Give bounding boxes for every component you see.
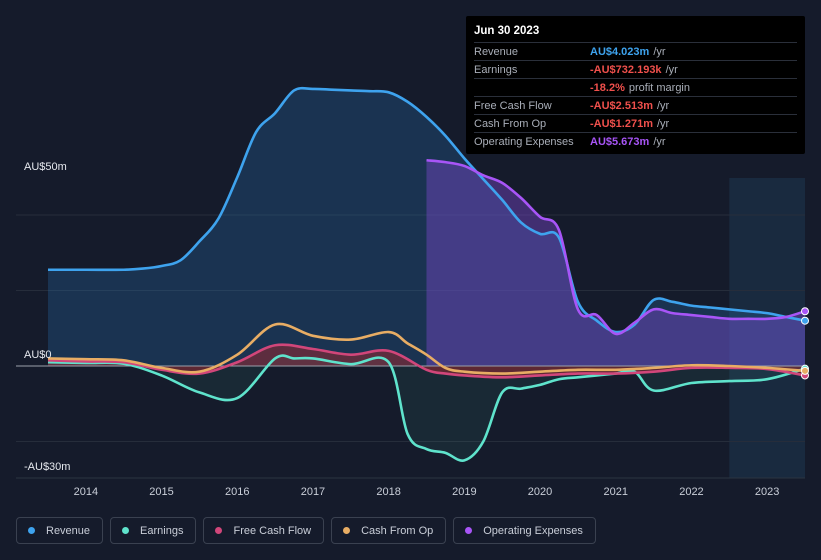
legend-dot-icon — [215, 527, 223, 534]
legend-dot-icon — [28, 527, 35, 534]
tooltip-row-value: -AU$1.271m — [590, 117, 653, 130]
free-cash-flow-line — [47, 343, 806, 379]
tooltip-panel: Jun 30 2023 Revenue AU$4.023m/yr Earnings -… — [466, 16, 805, 154]
tooltip-row-label: Earnings — [474, 63, 518, 76]
x-tick-label: 2015 — [149, 486, 173, 498]
tooltip-row-unit: profit margin — [628, 81, 690, 94]
tooltip-row-label: Free Cash Flow — [474, 99, 552, 112]
legend-label: Cash From Op — [361, 524, 434, 537]
legend-item-revenue[interactable]: Revenue — [16, 517, 104, 544]
y-tick-label: AU$0 — [24, 349, 52, 361]
x-axis-labels: 2014 2015 2016 2017 2018 2019 2020 2021 2022 2023 — [74, 486, 780, 498]
forecast-region — [729, 178, 805, 478]
operating-expenses-line — [426, 158, 806, 336]
cash-from-op-line — [47, 322, 806, 375]
x-tick-label: 2022 — [679, 486, 703, 498]
x-tick-label: 2020 — [528, 486, 552, 498]
legend-item-operating-expenses[interactable]: Operating Expenses — [453, 517, 596, 544]
legend-item-earnings[interactable]: Earnings — [110, 517, 197, 544]
x-tick-label: 2023 — [755, 486, 779, 498]
y-tick-label: AU$50m — [24, 161, 67, 173]
y-axis-labels: AU$50m AU$0 -AU$30m — [24, 161, 70, 473]
legend-item-free-cash-flow[interactable]: Free Cash Flow — [203, 517, 325, 544]
legend-label: Free Cash Flow — [233, 524, 312, 537]
tooltip-row-value: AU$5.673m — [590, 135, 650, 148]
legend-dot-icon — [122, 527, 130, 534]
tooltip-row: Free Cash Flow -AU$2.513m/yr — [474, 97, 797, 115]
tooltip-row-label: Revenue — [474, 45, 519, 58]
tooltip-row: Cash From Op -AU$1.271m/yr — [474, 115, 797, 133]
revenue-area — [48, 88, 805, 366]
tooltip-row-unit: /yr — [665, 63, 678, 76]
x-tick-label: 2021 — [604, 486, 628, 498]
operating-expenses-area — [426, 160, 805, 366]
tooltip-row-unit: /yr — [653, 45, 666, 58]
tooltip-row: Earnings -AU$732.193k/yr — [474, 61, 797, 79]
tooltip-row: Operating Expenses AU$5.673m/yr — [474, 133, 797, 150]
tooltip-row-value: AU$4.023m — [590, 45, 650, 58]
earnings-area — [48, 355, 805, 461]
tooltip-rows: Revenue AU$4.023m/yr Earnings -AU$732.193k /… — [474, 43, 797, 150]
tooltip-row-unit: /yr — [656, 117, 670, 130]
tooltip-row: Revenue AU$4.023m/yr — [474, 43, 797, 61]
legend-dot-icon — [465, 527, 473, 534]
x-tick-label: 2017 — [301, 486, 325, 498]
revenue-end-marker — [801, 316, 809, 325]
tooltip-row-value: -AU$732.193k — [590, 63, 662, 76]
tooltip-date: Jun 30 2023 — [474, 22, 797, 43]
revenue-line — [48, 86, 806, 334]
end-markers — [801, 307, 809, 380]
tooltip-row: -18.2% profit margin — [474, 79, 797, 97]
legend-dot-icon — [343, 527, 351, 534]
series-lines — [47, 86, 806, 462]
legend: Revenue Earnings Free Cash Flow Cash From O… — [16, 517, 596, 544]
cash-from-op-end-marker — [801, 366, 809, 375]
x-tick-label: 2014 — [74, 486, 98, 498]
y-tick-label: -AU$30m — [24, 461, 70, 473]
x-tick-label: 2016 — [225, 486, 249, 498]
tooltip-row-unit: /yr — [656, 99, 670, 112]
tooltip-row-value: -18.2% — [590, 81, 625, 94]
earnings-line — [47, 354, 806, 462]
tooltip-row-label: Cash From Op — [474, 117, 547, 130]
operating-expenses-end-marker — [801, 307, 809, 316]
tooltip-row-unit: /yr — [653, 135, 666, 148]
x-tick-label: 2019 — [452, 486, 476, 498]
legend-label: Earnings — [140, 524, 184, 537]
tooltip-row-label: Operating Expenses — [474, 135, 574, 148]
legend-item-cash-from-op[interactable]: Cash From Op — [331, 517, 447, 544]
legend-label: Operating Expenses — [483, 524, 583, 537]
legend-label: Revenue — [46, 524, 91, 537]
tooltip-row-value: -AU$2.513m — [590, 99, 653, 112]
x-tick-label: 2018 — [376, 486, 400, 498]
